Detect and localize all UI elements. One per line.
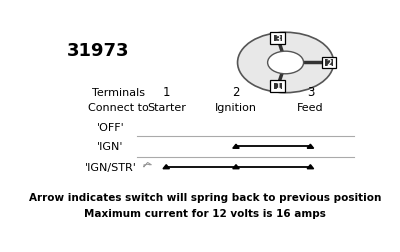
Polygon shape [163, 165, 170, 169]
Text: Feed: Feed [297, 103, 324, 113]
Text: Terminals: Terminals [92, 87, 145, 97]
Text: 'OFF': 'OFF' [96, 122, 124, 132]
Text: 2: 2 [326, 59, 332, 68]
Text: Maximum current for 12 volts is 16 amps: Maximum current for 12 volts is 16 amps [84, 209, 326, 218]
Polygon shape [233, 165, 239, 169]
Text: 'IGN/STR': 'IGN/STR' [84, 162, 136, 172]
Text: Connect to: Connect to [88, 103, 148, 113]
Text: 'IGN': 'IGN' [97, 142, 124, 152]
Text: Starter: Starter [147, 103, 186, 113]
Text: Ignition: Ignition [215, 103, 257, 113]
Bar [274, 83, 282, 90]
Text: 1: 1 [275, 82, 280, 91]
Bar [325, 60, 333, 67]
Text: 3: 3 [307, 86, 314, 99]
Polygon shape [307, 145, 314, 149]
Circle shape [238, 33, 334, 93]
Text: Arrow indicates switch will spring back to previous position: Arrow indicates switch will spring back … [29, 192, 381, 202]
Polygon shape [307, 165, 314, 169]
Text: 2: 2 [232, 86, 240, 99]
Bar [270, 81, 285, 92]
Bar [274, 36, 282, 42]
Text: 3: 3 [275, 35, 280, 43]
Text: 1: 1 [162, 86, 170, 99]
Bar [322, 57, 336, 69]
Polygon shape [233, 145, 239, 149]
Bar [270, 33, 285, 45]
Text: 31973: 31973 [67, 42, 129, 59]
Circle shape [268, 52, 304, 75]
